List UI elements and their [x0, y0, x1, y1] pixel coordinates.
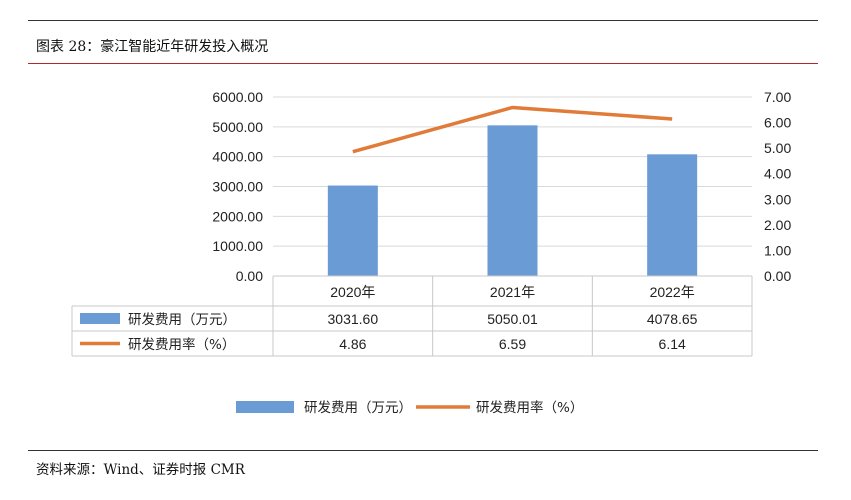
data-label: 4.86 — [339, 336, 366, 352]
y-left-tick-label: 5000.00 — [212, 119, 263, 135]
y-left-tick-label: 0.00 — [236, 268, 263, 284]
y-right-tick-label: 6.00 — [764, 115, 791, 131]
top-rule — [28, 20, 818, 21]
legend-label: 研发费用（万元） — [304, 400, 412, 416]
y-left-tick-label: 2000.00 — [212, 208, 263, 224]
data-label: 6.14 — [659, 336, 686, 352]
y-right-tick-label: 7.00 — [764, 89, 791, 105]
y-left-tick-label: 6000.00 — [212, 89, 263, 105]
y-right-tick-label: 3.00 — [764, 191, 791, 207]
line-series — [352, 105, 673, 154]
bottom-rule — [28, 450, 818, 451]
data-label: 3031.60 — [328, 311, 379, 327]
legend-label: 研发费用率（%） — [476, 399, 583, 416]
x-tick-label: 2021年 — [490, 284, 535, 300]
y-left-tick-label: 3000.00 — [212, 179, 263, 195]
y-right-tick-label: 4.00 — [764, 166, 791, 182]
source-note: 资料来源：Wind、证券时报 CMR — [36, 462, 245, 478]
title-rule — [28, 63, 818, 64]
figure-title: 图表 28：豪江智能近年研发投入概况 — [36, 39, 269, 55]
x-tick-label: 2022年 — [650, 284, 695, 300]
bar — [487, 125, 538, 276]
bar — [647, 154, 698, 276]
bar — [327, 185, 378, 276]
x-tick-label: 2020年 — [330, 284, 375, 300]
table-row-label: 研发费用率（%） — [128, 336, 235, 353]
y-right-tick-label: 0.00 — [764, 268, 791, 284]
y-right-tick-label: 2.00 — [764, 217, 791, 233]
y-left-tick-label: 1000.00 — [212, 238, 263, 254]
table-key-bar — [80, 313, 120, 324]
table-row-label: 研发费用（万元） — [128, 312, 236, 328]
data-label: 4078.65 — [647, 311, 698, 327]
legend-key-bar — [236, 401, 294, 413]
y-right-tick-label: 1.00 — [764, 242, 791, 258]
data-label: 5050.01 — [487, 311, 538, 327]
y-left-tick-label: 4000.00 — [212, 149, 263, 165]
y-right-tick-label: 5.00 — [764, 140, 791, 156]
data-label: 6.59 — [499, 336, 526, 352]
